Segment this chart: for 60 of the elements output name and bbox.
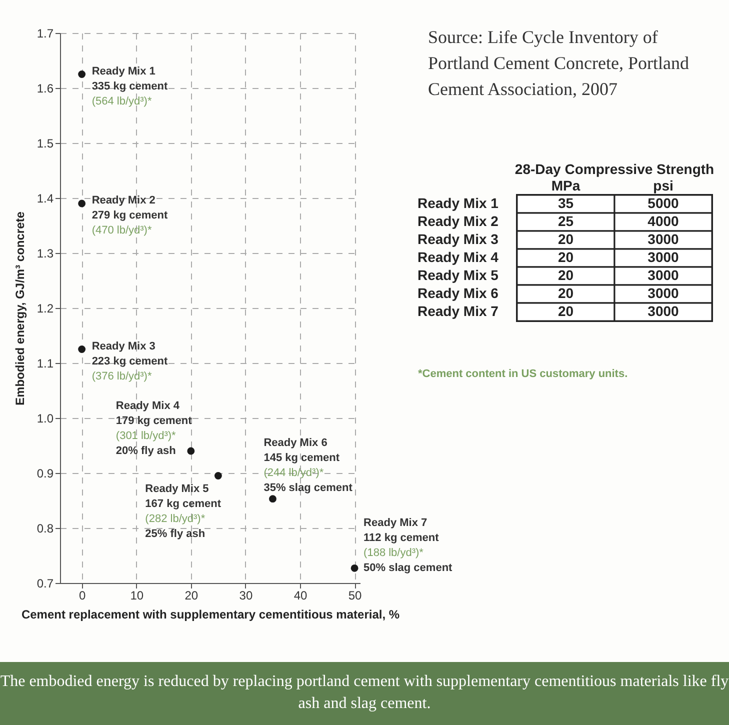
annotation: Ready Mix 3 223 kg cement (376 lb/yd³)*	[92, 340, 168, 382]
annotation: Ready Mix 1 335 kg cement (564 lb/yd³)*	[92, 65, 168, 108]
point	[78, 200, 86, 208]
annotation: Ready Mix 5 167 kg cement (282 lb/yd³)* 25% fly ash	[145, 482, 222, 540]
y-tick-label: 0.9	[36, 466, 54, 480]
y-tick-label: Ready Mix 1	[418, 195, 499, 211]
data-label: 4000	[648, 213, 680, 229]
x-tick-label: 50	[348, 588, 362, 602]
annotation: Ready Mix 6 145 kg cement (244 lb/yd³)* 35% slag cement	[264, 436, 353, 494]
y-tick-label: 1.7	[36, 26, 54, 40]
y-tick-label: 1.0	[36, 412, 54, 426]
data-label: 3000	[648, 231, 680, 247]
annotation: Ready Mix 4 179 kg cement (301 lb/yd³)* 20% fly ash	[116, 400, 192, 457]
data-label: 35	[558, 195, 574, 211]
data-label: 20	[558, 231, 574, 247]
x-tick-label: 20	[184, 588, 198, 602]
chart-title: 28-Day Compressive Strength	[514, 161, 714, 177]
data-label: 20	[558, 267, 574, 283]
y-tick-label: Ready Mix 3	[418, 231, 499, 247]
y-tick-label: 1.1	[36, 356, 54, 370]
x-tick-label: 30	[239, 588, 253, 602]
y-tick-label: 1.3	[36, 246, 54, 260]
point	[269, 495, 276, 503]
data-label: 20	[558, 249, 574, 265]
y-tick-label: Ready Mix 7	[418, 303, 499, 319]
y-tick-label: 1.5	[36, 136, 54, 150]
x-tick-label: 40	[294, 588, 308, 602]
data-label: 25	[558, 213, 574, 229]
x-tick-label: 10	[130, 588, 144, 602]
x-tick-label: 0	[78, 588, 86, 602]
annotation: Ready Mix 7 112 kg cement (188 lb/yd³)* 50% slag cement	[364, 517, 453, 574]
y-tick-label: Ready Mix 5	[418, 267, 499, 283]
annotation: Ready Mix 2 279 kg cement (470 lb/yd³)*	[92, 194, 168, 236]
y-tick-label: Ready Mix 6	[418, 285, 499, 301]
y-tick-label: 1.6	[36, 82, 54, 96]
x-tick-label: psi	[653, 178, 674, 194]
data-label: 3000	[648, 267, 680, 283]
data-label: 20	[558, 303, 574, 319]
x-axis-title: Cement replacement with supplementary cementitious material, %	[21, 608, 400, 622]
point	[214, 472, 222, 480]
data-label: 3000	[648, 249, 680, 265]
data-label: 20	[558, 285, 574, 301]
source-note: Source: Life Cycle Inventory of Portland Cement Concrete, Portland Cement Association, 2007	[428, 26, 690, 101]
data-label: 3000	[648, 303, 680, 319]
y-tick-label: 0.8	[36, 522, 54, 536]
y-tick-label: Ready Mix 2	[418, 213, 499, 229]
y-tick-label: 0.7	[36, 576, 54, 590]
text: The embodied energy is reduced by replacing portland cement with supplementary cementitious materials like fly ash and slag cement.	[0, 662, 729, 725]
y-axis-title: Embodied energy, GJ/m³ concrete	[12, 211, 27, 406]
point	[187, 447, 195, 455]
x-tick-label: MPa	[551, 178, 580, 194]
point	[78, 70, 86, 78]
text: *Cement content in US customary units.	[418, 368, 629, 380]
point	[350, 564, 358, 572]
point	[78, 346, 86, 353]
data-label: 3000	[648, 285, 680, 301]
y-tick-label: 1.4	[36, 192, 54, 206]
y-tick-label: Ready Mix 4	[418, 249, 499, 265]
y-tick-label: 1.2	[36, 302, 54, 316]
data-label: 5000	[648, 195, 680, 211]
